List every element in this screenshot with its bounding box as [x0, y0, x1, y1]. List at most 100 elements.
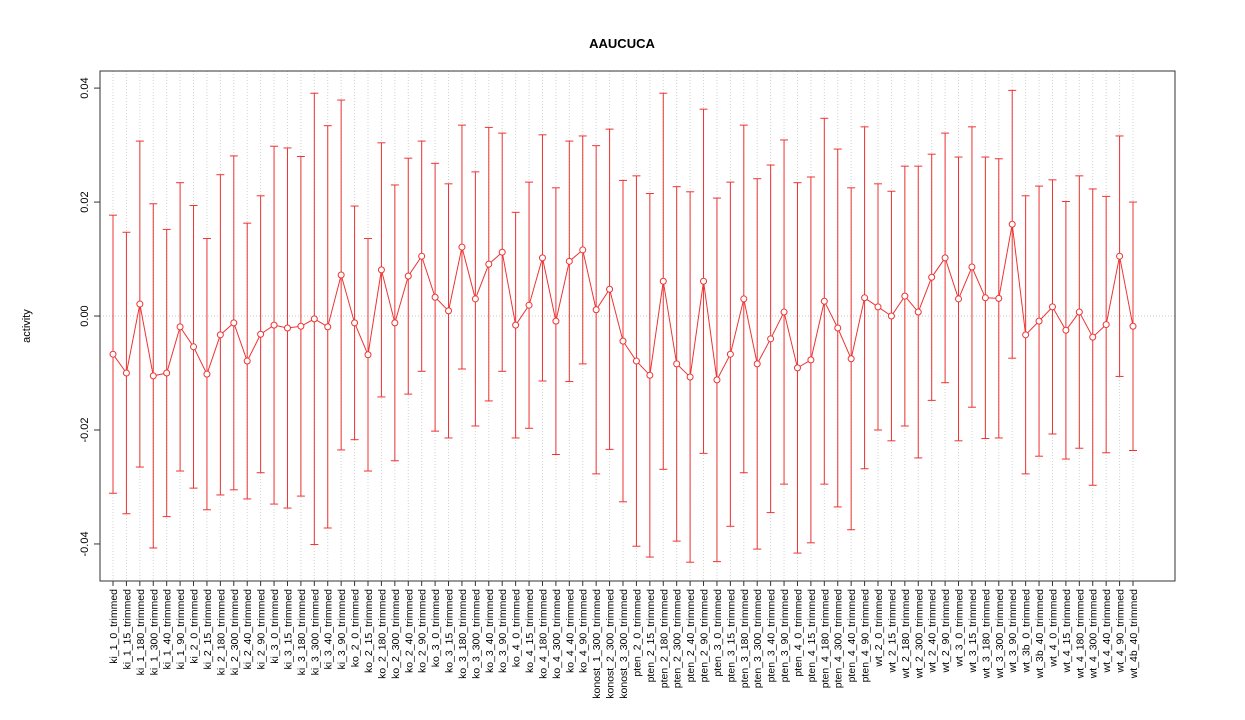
- x-tick-label: ko_4_40_trimmed: [564, 589, 576, 673]
- x-tick-label: pten_4_300_trimmed: [833, 589, 845, 688]
- point: [337, 271, 345, 279]
- point: [149, 372, 157, 380]
- x-tick-label: wt_2_15_trimmed: [886, 589, 898, 674]
- x-tick-label: ko_4_90_trimmed: [578, 589, 590, 673]
- x-tick-label: ki_2_300_trimmed: [229, 589, 241, 676]
- point: [391, 319, 399, 327]
- point: [297, 322, 305, 330]
- point: [807, 356, 815, 364]
- x-tick-label: ko_2_90_trimmed: [417, 589, 429, 673]
- x-tick-label: ko_3_15_trimmed: [444, 589, 456, 673]
- x-tick-label: ko_3_300_trimmed: [470, 589, 482, 679]
- point: [793, 364, 801, 372]
- x-tick-label: ki_1_40_trimmed: [162, 589, 174, 670]
- x-tick-label: konost_1_300_trimmed: [591, 589, 603, 699]
- point: [243, 357, 251, 365]
- x-tick-label: pten_4_0_trimmed: [792, 589, 804, 677]
- point: [700, 277, 708, 285]
- point: [538, 254, 546, 262]
- point: [726, 350, 734, 358]
- point: [579, 246, 587, 254]
- x-tick-label: wt_4b_40_trimmed: [1128, 589, 1140, 679]
- y-tick-label: -0.04: [79, 531, 91, 556]
- y-axis-label: activity: [21, 309, 33, 343]
- x-tick-label: ko_4_300_trimmed: [551, 589, 563, 679]
- point: [176, 323, 184, 331]
- x-tick-label: konost_3_300_trimmed: [618, 589, 630, 699]
- x-tick-label: pten_4_180_trimmed: [819, 589, 831, 688]
- point: [874, 303, 882, 311]
- x-tick-label: pten_2_180_trimmed: [658, 589, 670, 688]
- point: [1022, 331, 1030, 339]
- chart-title: AAUCUCA: [589, 36, 655, 51]
- point: [1008, 220, 1016, 228]
- x-tick-label: pten_2_15_trimmed: [645, 589, 657, 683]
- point: [1089, 333, 1097, 341]
- point: [887, 312, 895, 320]
- x-tick-label: ki_1_90_trimmed: [175, 589, 187, 670]
- point: [928, 273, 936, 281]
- point: [257, 330, 265, 338]
- x-tick-label: ko_4_0_trimmed: [511, 589, 523, 667]
- point: [283, 324, 291, 332]
- x-tick-label: pten_2_300_trimmed: [672, 589, 684, 688]
- x-tick-label: konost_2_300_trimmed: [605, 589, 617, 699]
- x-tick-label: ki_1_0_trimmed: [108, 589, 120, 664]
- x-tick-label: ko_2_300_trimmed: [390, 589, 402, 679]
- x-tick-label: pten_4_15_trimmed: [806, 589, 818, 683]
- x-tick-label: ko_2_0_trimmed: [350, 589, 362, 667]
- point: [485, 260, 493, 268]
- x-tick-label: ko_2_15_trimmed: [363, 589, 375, 673]
- x-tick-label: pten_3_300_trimmed: [752, 589, 764, 688]
- point: [713, 376, 721, 384]
- x-tick-label: ki_3_0_trimmed: [269, 589, 281, 664]
- x-tick-label: ki_2_180_trimmed: [215, 589, 227, 676]
- point: [445, 307, 453, 315]
- point: [955, 295, 963, 303]
- x-tick-label: ki_3_180_trimmed: [296, 589, 308, 676]
- x-tick-label: ki_2_40_trimmed: [242, 589, 254, 670]
- x-tick-label: pten_3_0_trimmed: [712, 589, 724, 677]
- point: [190, 343, 198, 351]
- point: [471, 295, 479, 303]
- x-tick-label: wt_2_90_trimmed: [940, 589, 952, 674]
- point: [324, 323, 332, 331]
- point: [780, 308, 788, 316]
- x-tick-label: ko_3_90_trimmed: [497, 589, 509, 673]
- x-tick-label: ki_2_90_trimmed: [256, 589, 268, 670]
- point: [632, 357, 640, 365]
- x-tick-label: wt_4_300_trimmed: [1088, 589, 1100, 679]
- x-tick-label: ki_3_15_trimmed: [282, 589, 294, 670]
- x-tick-label: wt_4_40_trimmed: [1101, 589, 1113, 674]
- x-tick-label: ki_3_40_trimmed: [323, 589, 335, 670]
- y-tick-label: 0.04: [79, 77, 91, 98]
- point: [619, 337, 627, 345]
- x-tick-label: ki_2_15_trimmed: [202, 589, 214, 670]
- x-tick-label: wt_3b_0_trimmed: [1021, 589, 1033, 674]
- point: [310, 315, 318, 323]
- point: [1116, 252, 1124, 260]
- point: [418, 252, 426, 260]
- x-tick-label: wt_3_15_trimmed: [967, 589, 979, 674]
- x-tick-label: wt_4_0_trimmed: [1047, 589, 1059, 668]
- x-tick-label: wt_3_180_trimmed: [980, 589, 992, 679]
- x-tick-label: ko_2_40_trimmed: [403, 589, 415, 673]
- point: [431, 293, 439, 301]
- point: [377, 266, 385, 274]
- point: [740, 295, 748, 303]
- x-tick-label: pten_3_90_trimmed: [779, 589, 791, 683]
- point: [1075, 308, 1083, 316]
- x-tick-label: ki_3_90_trimmed: [336, 589, 348, 670]
- x-tick-label: ko_2_180_trimmed: [376, 589, 388, 679]
- y-tick-label: 0.02: [79, 191, 91, 212]
- point: [1062, 326, 1070, 334]
- x-tick-label: wt_4_90_trimmed: [1115, 589, 1127, 674]
- point: [498, 248, 506, 256]
- x-tick-label: pten_3_40_trimmed: [766, 589, 778, 683]
- point: [686, 373, 694, 381]
- x-tick-label: ko_3_180_trimmed: [457, 589, 469, 679]
- y-tick-label: 0.00: [79, 305, 91, 326]
- x-tick-label: wt_3b_40_trimmed: [1034, 589, 1046, 679]
- y-tick-label: -0.02: [79, 417, 91, 442]
